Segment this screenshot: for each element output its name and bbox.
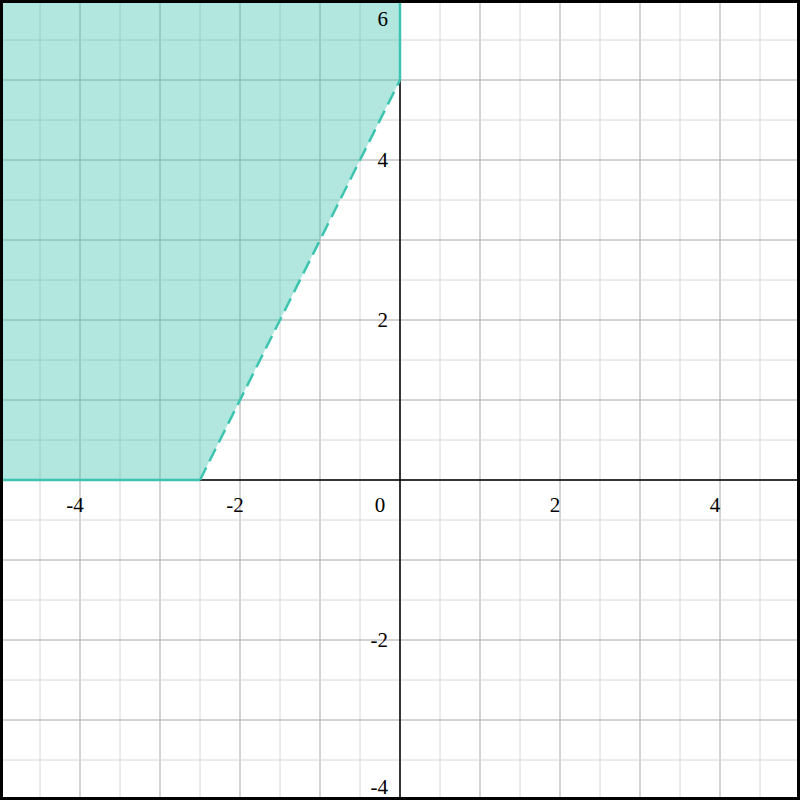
- x-tick-label: 0: [375, 493, 386, 517]
- background: [0, 0, 800, 800]
- y-tick-label: 2: [378, 308, 389, 332]
- y-axis: [399, 0, 401, 800]
- y-tick-label: 4: [378, 148, 389, 172]
- data: [0, 0, 400, 480]
- grid-line-x: [400, 0, 401, 800]
- chart: -4 -2 0 2 4 -4 -2 2 4 6: [0, 0, 800, 800]
- x-tick-label: 2: [550, 493, 561, 517]
- dashed-boundary: [200, 80, 400, 480]
- solid-boundary: [399, 0, 402, 80]
- shaded-region: [0, 0, 400, 480]
- y-tick-label: 6: [378, 7, 389, 31]
- frame: [2, 2, 799, 799]
- grid: [0, 0, 800, 800]
- x-tick-label: 4: [710, 493, 721, 517]
- y-tick-label: -4: [371, 775, 389, 799]
- x-tick-label: -4: [66, 493, 84, 517]
- tick-labels: -4 -2 0 2 4 -4 -2 2 4 6: [66, 7, 721, 799]
- solid-boundary: [0, 479, 200, 482]
- y-tick-label: -2: [371, 628, 389, 652]
- chart-root: -4 -2 0 2 4 -4 -2 2 4 6: [0, 0, 800, 800]
- x-tick-label: -2: [226, 493, 244, 517]
